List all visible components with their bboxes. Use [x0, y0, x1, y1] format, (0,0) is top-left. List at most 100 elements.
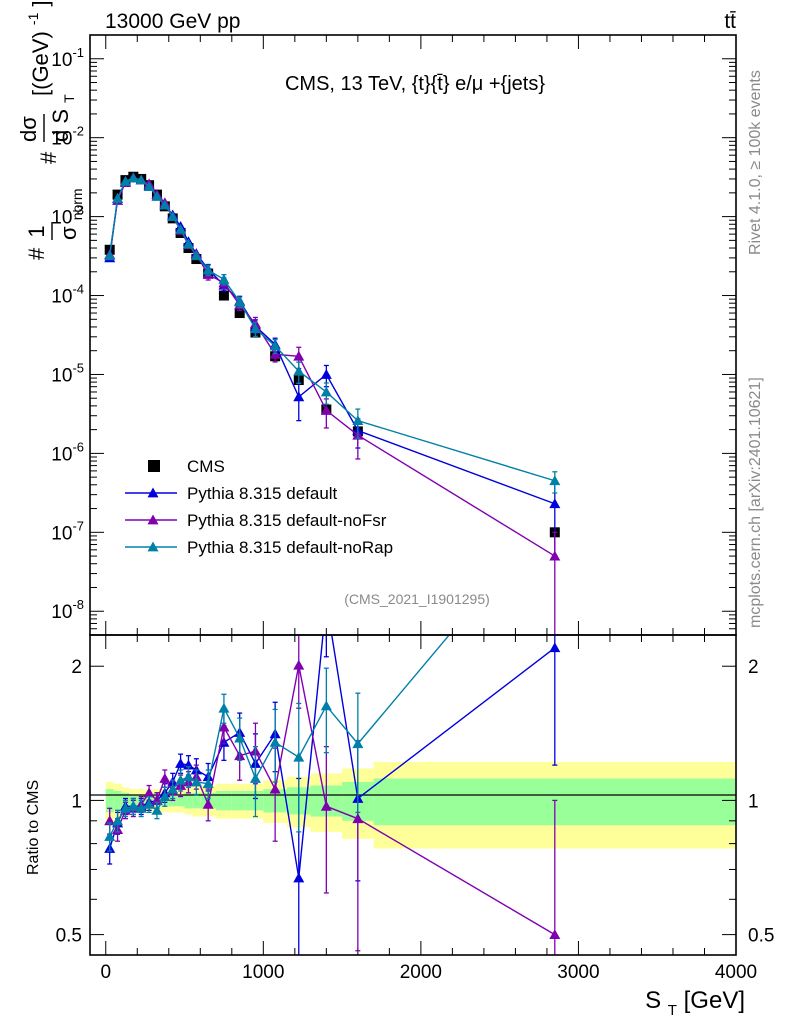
ylabel-hash1: # — [24, 247, 49, 260]
ratio-point — [293, 659, 305, 670]
data-point — [293, 365, 305, 376]
x-axis-label: S T [GeV] — [645, 987, 745, 1021]
data-point — [190, 250, 202, 261]
legend-marker — [147, 541, 159, 552]
main-panel: CMS, 13 TeV, {t}{t̄} e/μ +{jets} (CMS_20… — [16, 0, 737, 636]
main-y-tick-label: 10-4 — [51, 282, 84, 308]
main-y-tick-label: 10-3 — [51, 203, 84, 229]
ylabel-sigma: σ — [56, 226, 81, 240]
ratio-panel: 0.5 0.5 1 1 2 2 0 1000 2000 3000 4000 Ratio to CM… — [25, 634, 775, 1021]
ratio-y-tick-label-right: 0.5 — [748, 926, 774, 947]
data-point — [234, 296, 246, 307]
main-y-tick-labels: 10-8 10-7 10-6 10-5 10-4 10-3 10-2 10-1 — [51, 45, 84, 623]
data-point — [320, 386, 332, 397]
ratio-point — [112, 815, 124, 826]
data-point — [293, 391, 305, 402]
x-tick-label: 2000 — [400, 962, 442, 983]
ratio-point — [143, 787, 155, 798]
data-point — [182, 238, 194, 249]
data-point — [234, 308, 245, 319]
x-tick-label: 1000 — [242, 962, 284, 983]
ylabel-exp: -1 — [25, 12, 41, 25]
header-final-state: tt̄ — [724, 10, 736, 33]
ylabel-ds: d S — [48, 109, 73, 142]
mcplots-label: mcplots.cern.ch [arXiv:2401.10621] — [747, 377, 764, 628]
ratio-point — [320, 700, 332, 711]
data-point — [293, 350, 305, 361]
main-y-tick-label: 10-7 — [51, 518, 84, 544]
ratio-band-inner — [216, 790, 232, 811]
ratio-point — [202, 798, 214, 809]
ylabel-one: 1 — [24, 225, 49, 237]
ratio-point — [293, 872, 305, 883]
ratio-point — [182, 759, 194, 770]
ratio-point — [320, 800, 332, 811]
legend-marker — [147, 487, 159, 498]
ratio-y-tick-label-right: 1 — [748, 791, 759, 812]
ratio-point — [182, 771, 194, 782]
data-point — [218, 290, 229, 301]
analysis-watermark: (CMS_2021_I1901295) — [344, 591, 490, 607]
ratio-y-axis-label: Ratio to CMS — [25, 780, 42, 875]
ratio-y-tick-label: 2 — [71, 657, 82, 678]
ratio-point — [234, 732, 246, 743]
data-point — [119, 175, 131, 186]
ratio-point — [159, 772, 171, 783]
x-tick-label: 3000 — [557, 962, 599, 983]
header-process: 13000 GeV pp — [105, 10, 240, 33]
data-point — [159, 199, 171, 210]
ratio-y-tick-labels: 0.5 0.5 1 1 2 2 — [56, 657, 775, 946]
xlabel-sub: T — [668, 1002, 677, 1019]
rivet-version-label: Rivet 4.1.0, ≥ 100k events — [747, 70, 764, 255]
ratio-point — [175, 774, 187, 785]
data-point — [320, 368, 332, 379]
ratio-point — [293, 751, 305, 762]
svg-text:# 1: # 1 — [24, 225, 49, 260]
legend-label: Pythia 8.315 default-noRap — [187, 538, 393, 557]
ratio-frame — [89, 634, 737, 956]
legend-label: CMS — [187, 457, 225, 476]
main-y-tick-label: 10-5 — [51, 360, 84, 386]
ratio-point — [135, 802, 147, 813]
ratio-point — [549, 642, 561, 653]
ratio-point — [352, 813, 364, 824]
legend-marker — [147, 514, 159, 525]
data-point — [104, 250, 116, 261]
svg-text:d S T: d S T — [48, 94, 77, 142]
ratio-point — [151, 804, 163, 815]
ratio-series-group — [104, 635, 561, 955]
ratio-point — [352, 738, 364, 749]
legend-item: Pythia 8.315 default-noRap — [125, 538, 393, 557]
ratio-point — [143, 798, 155, 809]
data-point — [352, 415, 364, 426]
main-y-axis-label: # 1 σ norm # dσ d S T [(GeV) -1 ] — [16, 0, 85, 260]
ratio-point — [104, 815, 116, 826]
ratio-point — [249, 772, 261, 783]
ratio-band-inner — [113, 790, 122, 811]
xlabel-unit: [GeV] — [684, 987, 745, 1014]
data-point — [549, 475, 561, 486]
xlabel-s: S — [645, 987, 661, 1014]
ratio-point — [269, 783, 281, 794]
ratio-band-inner — [231, 790, 248, 811]
ratio-point — [218, 721, 230, 732]
data-point — [151, 190, 163, 201]
ratio-point — [190, 776, 202, 787]
main-y-tick-label: 10-2 — [51, 124, 84, 150]
ylabel-sub-t: T — [61, 94, 77, 103]
ratio-point — [127, 800, 139, 811]
main-title: CMS, 13 TeV, {t}{t̄} e/μ +{jets} — [285, 73, 545, 95]
ylabel-norm: norm — [69, 188, 85, 220]
series-pythia-8-315-default-norap — [104, 172, 561, 494]
main-ticks — [90, 34, 737, 636]
data-point — [320, 404, 332, 415]
ylabel-close: ] — [28, 0, 53, 6]
legend: CMS Pythia 8.315 default Pythia 8.315 defa… — [125, 457, 393, 557]
x-tick-label: 4000 — [715, 962, 757, 983]
legend-item: CMS — [148, 457, 225, 476]
ratio-point — [167, 783, 179, 794]
main-y-tick-label: 10-8 — [51, 597, 84, 623]
data-point — [143, 181, 155, 192]
ratio-y-tick-label: 1 — [71, 791, 82, 812]
